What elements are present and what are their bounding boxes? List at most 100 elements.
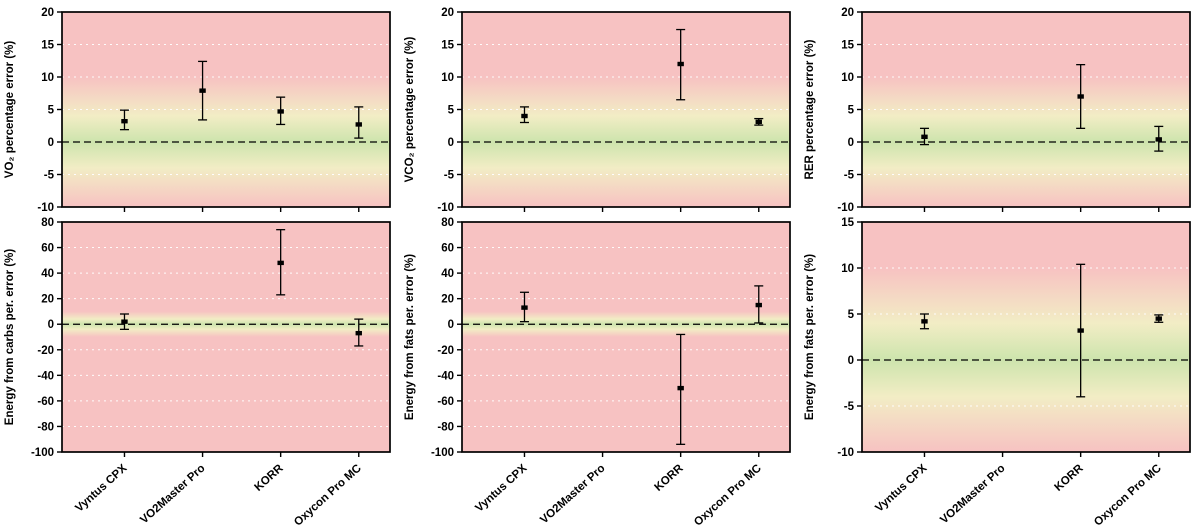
y-tick-label: -10 <box>837 447 854 459</box>
y-tick-label: 20 <box>841 7 854 19</box>
y-tick-label: -5 <box>844 170 855 182</box>
y-tick-label: -5 <box>44 170 55 182</box>
y-tick-label: -20 <box>37 345 54 357</box>
mean-marker <box>355 122 362 127</box>
y-tick-label: 0 <box>448 137 454 149</box>
x-tick-label: KORR <box>652 462 686 494</box>
y-tick-label: 80 <box>41 217 54 229</box>
y-tick-label: 20 <box>41 7 54 19</box>
fats-energy-error-chart-2: -10 -5 0 5 10 15 Vyntus CPX VO2Master Pro KORR Ox… <box>804 217 1191 527</box>
mean-marker <box>121 119 128 124</box>
mean-marker <box>355 330 362 336</box>
y-tick-label: 0 <box>448 319 454 331</box>
y-axis-title: Energy from carbs per. error (%) <box>4 249 16 426</box>
y-tick-label: 60 <box>441 243 454 255</box>
vco2-error-chart: -10 -5 0 5 10 15 20 VCO₂ percentage error (%) <box>404 7 791 214</box>
mean-marker <box>1155 316 1162 321</box>
y-tick-label: 20 <box>441 294 454 306</box>
y-tick-label: 20 <box>41 294 54 306</box>
mean-marker <box>521 305 528 310</box>
mean-marker <box>755 119 762 125</box>
mean-marker <box>921 319 928 324</box>
x-tick-label: Oxycon Pro MC <box>692 462 764 527</box>
y-tick-label: 0 <box>848 137 854 149</box>
y-tick-label: -80 <box>37 421 54 433</box>
y-axis-title: Energy from fats per. error (%) <box>804 254 816 420</box>
figure-column-3: -10 -5 0 5 10 15 20 RER percentage error (%) -1… <box>800 0 1200 527</box>
mean-marker <box>277 260 284 266</box>
y-tick-label: -40 <box>37 370 54 382</box>
y-tick-label: 10 <box>841 72 854 84</box>
y-tick-label: -100 <box>31 447 54 459</box>
y-tick-label: -60 <box>437 396 454 408</box>
y-tick-label: 20 <box>441 7 454 19</box>
y-tick-label: 15 <box>841 40 854 52</box>
y-tick-label: 0 <box>48 319 54 331</box>
mean-marker <box>277 109 284 114</box>
figure-column-2: -10 -5 0 5 10 15 20 VCO₂ percentage error (%) -… <box>400 0 800 527</box>
x-tick-label: Vyntus CPX <box>473 462 529 514</box>
mean-marker <box>755 302 762 308</box>
plot-background <box>62 222 390 452</box>
y-tick-label: -5 <box>844 401 855 413</box>
x-tick-label: VO2Master Pro <box>138 462 207 526</box>
mean-marker <box>1077 94 1084 99</box>
y-axis-title: RER percentage error (%) <box>804 39 816 179</box>
y-tick-label: 40 <box>441 268 454 280</box>
figure-column-1: -10 -5 0 5 10 15 20 VO₂ percentage error (%) -1… <box>0 0 400 527</box>
plot-frame <box>861 221 1191 453</box>
y-tick-label: -10 <box>437 202 454 214</box>
mean-marker <box>1155 137 1162 142</box>
y-tick-label: 80 <box>441 217 454 229</box>
y-tick-label: 15 <box>441 40 454 52</box>
rer-error-chart: -10 -5 0 5 10 15 20 RER percentage error (%) <box>804 7 1191 214</box>
plot-frame <box>461 221 791 453</box>
y-tick-label: -60 <box>37 396 54 408</box>
y-tick-label: 10 <box>441 72 454 84</box>
y-tick-label: 15 <box>41 40 54 52</box>
y-tick-label: -40 <box>437 370 454 382</box>
y-tick-label: -10 <box>837 202 854 214</box>
y-tick-label: 60 <box>41 243 54 255</box>
y-tick-label: 0 <box>848 355 854 367</box>
y-tick-label: -20 <box>437 345 454 357</box>
x-tick-label: Vyntus CPX <box>873 462 929 514</box>
x-tick-label: KORR <box>1052 462 1086 494</box>
plot-background <box>462 222 790 452</box>
mean-marker <box>521 113 528 119</box>
y-axis-title: VCO₂ percentage error (%) <box>404 36 416 182</box>
y-tick-label: 40 <box>41 268 54 280</box>
mean-marker <box>921 134 928 139</box>
x-tick-label: VO2Master Pro <box>538 462 607 526</box>
x-tick-label: VO2Master Pro <box>938 462 1007 526</box>
y-tick-label: -80 <box>437 421 454 433</box>
plot-background <box>862 222 1190 452</box>
vo2-error-chart: -10 -5 0 5 10 15 20 VO₂ percentage error (%) <box>4 7 391 214</box>
mean-marker <box>121 319 128 324</box>
mean-marker <box>1077 328 1084 333</box>
y-axis-title: VO₂ percentage error (%) <box>4 41 16 179</box>
x-tick-label: Oxycon Pro MC <box>1092 462 1164 527</box>
y-tick-label: 5 <box>848 105 855 117</box>
y-tick-label: 10 <box>841 263 854 275</box>
y-tick-label: 5 <box>448 105 455 117</box>
fats-energy-error-chart: -100 -80 -60 -40 -20 0 20 40 60 80 Vyntus CPX VO2Ma… <box>404 217 791 527</box>
plot-frame <box>61 221 391 453</box>
carbs-energy-error-chart: -100 -80 -60 -40 -20 0 20 40 60 80 Vyntus CPX VO2Ma… <box>4 217 391 527</box>
x-tick-label: KORR <box>252 462 286 494</box>
mean-marker <box>677 385 684 391</box>
y-tick-label: 0 <box>48 137 54 149</box>
mean-marker <box>199 88 206 93</box>
y-tick-label: 15 <box>841 217 854 229</box>
y-tick-label: -5 <box>444 170 455 182</box>
mean-marker <box>677 61 684 67</box>
x-tick-label: Oxycon Pro MC <box>292 462 364 527</box>
y-tick-label: 5 <box>48 105 55 117</box>
y-axis-title: Energy from fats per. error (%) <box>404 254 416 420</box>
y-tick-label: -10 <box>37 202 54 214</box>
x-tick-label: Vyntus CPX <box>73 462 129 514</box>
y-tick-label: 10 <box>41 72 54 84</box>
y-tick-label: -100 <box>431 447 454 459</box>
y-tick-label: 5 <box>848 309 855 321</box>
